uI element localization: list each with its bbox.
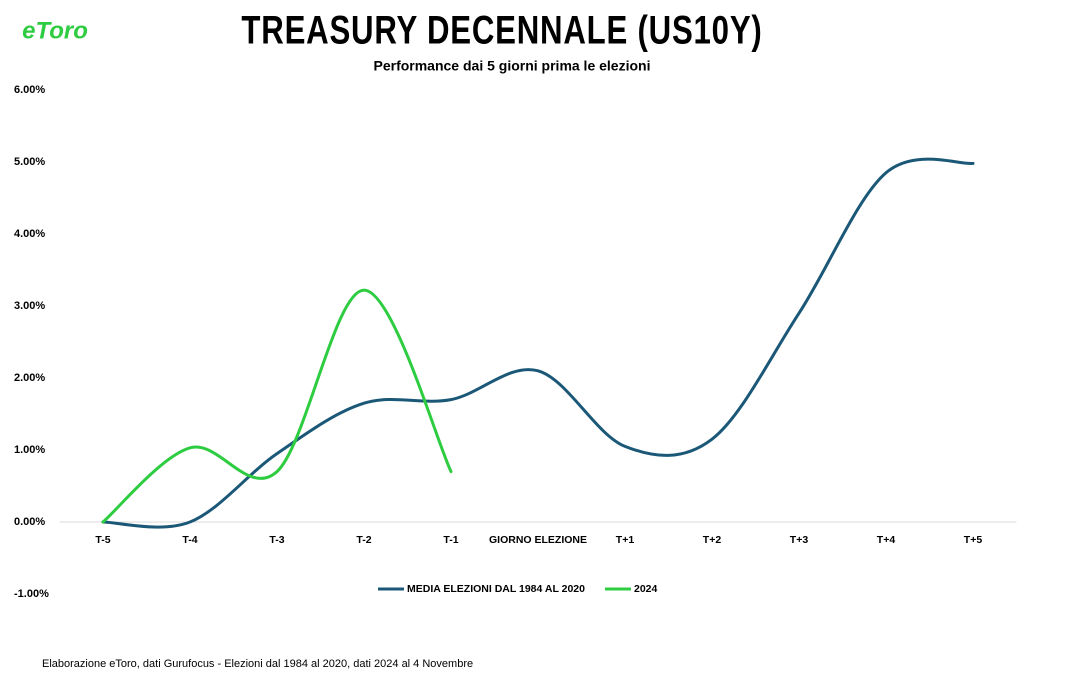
x-tick-label: T-5	[95, 534, 110, 546]
x-tick-label: GIORNO ELEZIONE	[489, 534, 587, 546]
series-line	[101, 157, 975, 529]
x-tick-label: T-1	[443, 534, 458, 546]
legend-label: MEDIA ELEZIONI DAL 1984 AL 2020	[407, 583, 585, 595]
legend-label: 2024	[634, 583, 658, 595]
x-tick-label: T+1	[616, 534, 635, 546]
x-tick-label: T-3	[269, 534, 284, 546]
y-tick-label: 5.00%	[14, 156, 45, 168]
y-tick-label: 2.00%	[14, 372, 45, 384]
logo: eToro	[22, 17, 88, 44]
y-tick-label: 1.00%	[14, 444, 45, 456]
y-tick-label: 0.00%	[14, 516, 45, 528]
y-tick-label: 6.00%	[14, 84, 45, 96]
x-tick-label: T-2	[356, 534, 371, 546]
x-tick-label: T+5	[964, 534, 983, 546]
x-tick-label: T+4	[877, 534, 896, 546]
x-tick-label: T-4	[182, 534, 197, 546]
y-tick-label: -1.00%	[14, 588, 49, 600]
y-tick-label: 3.00%	[14, 300, 45, 312]
footer: Elaborazione eToro, dati Gurufocus - Ele…	[42, 658, 473, 670]
chart-title: TREASURY DECENNALE (US10Y)	[241, 8, 762, 53]
y-tick-label: 4.00%	[14, 228, 45, 240]
chart-subtitle: Performance dai 5 giorni prima le elezio…	[374, 58, 651, 74]
series-line	[101, 288, 453, 524]
x-tick-label: T+3	[790, 534, 809, 546]
x-tick-label: T+2	[703, 534, 722, 546]
